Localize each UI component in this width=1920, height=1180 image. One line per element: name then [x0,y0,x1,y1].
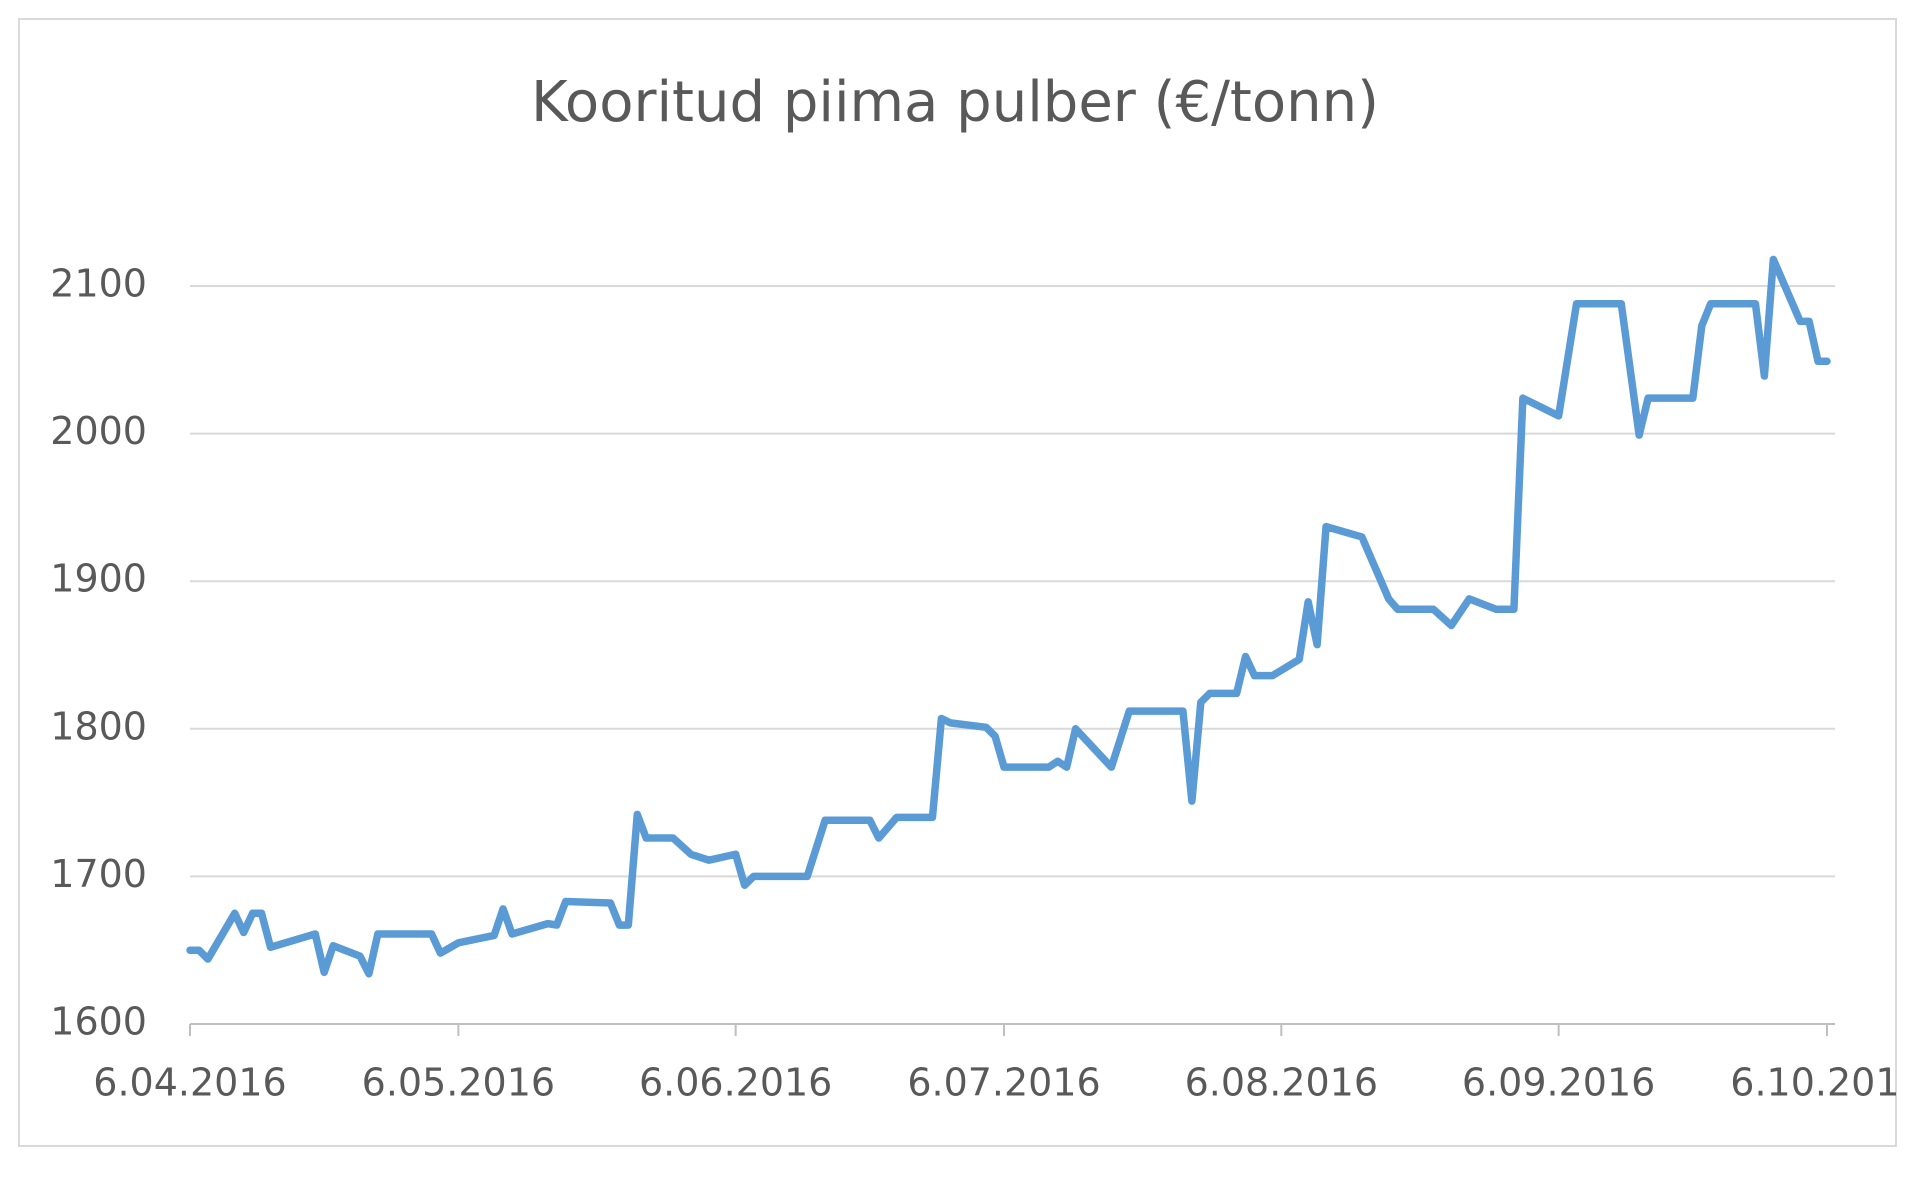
x-tick-label: 6.07.2016 [907,1061,1100,1105]
x-tick-label: 6.04.2016 [93,1061,286,1105]
x-tick-label: 6.06.2016 [639,1061,832,1105]
x-tick-label: 6.05.2016 [362,1061,555,1105]
y-tick-label: 1700 [50,852,147,896]
labels: 1600 1700 1800 1900 2000 2100 6.04.2016 6.05.20… [50,262,1920,1105]
x-tick-label: 6.08.2016 [1185,1061,1378,1105]
x-tick-label: 6.09.2016 [1462,1061,1655,1105]
y-tick-label: 2100 [50,262,147,306]
y-tick-label: 1600 [50,1000,147,1044]
y-tick-label: 1800 [50,704,147,748]
chart-frame [18,18,1897,1147]
y-tick-label: 1900 [50,557,147,601]
x-tick-label: 6.10.2016 [1730,1061,1920,1105]
data-line [186,255,1831,978]
chart-title: Kooritud piima pulber (€/tonn) [531,70,1379,135]
y-tick-label: 2000 [50,409,147,453]
